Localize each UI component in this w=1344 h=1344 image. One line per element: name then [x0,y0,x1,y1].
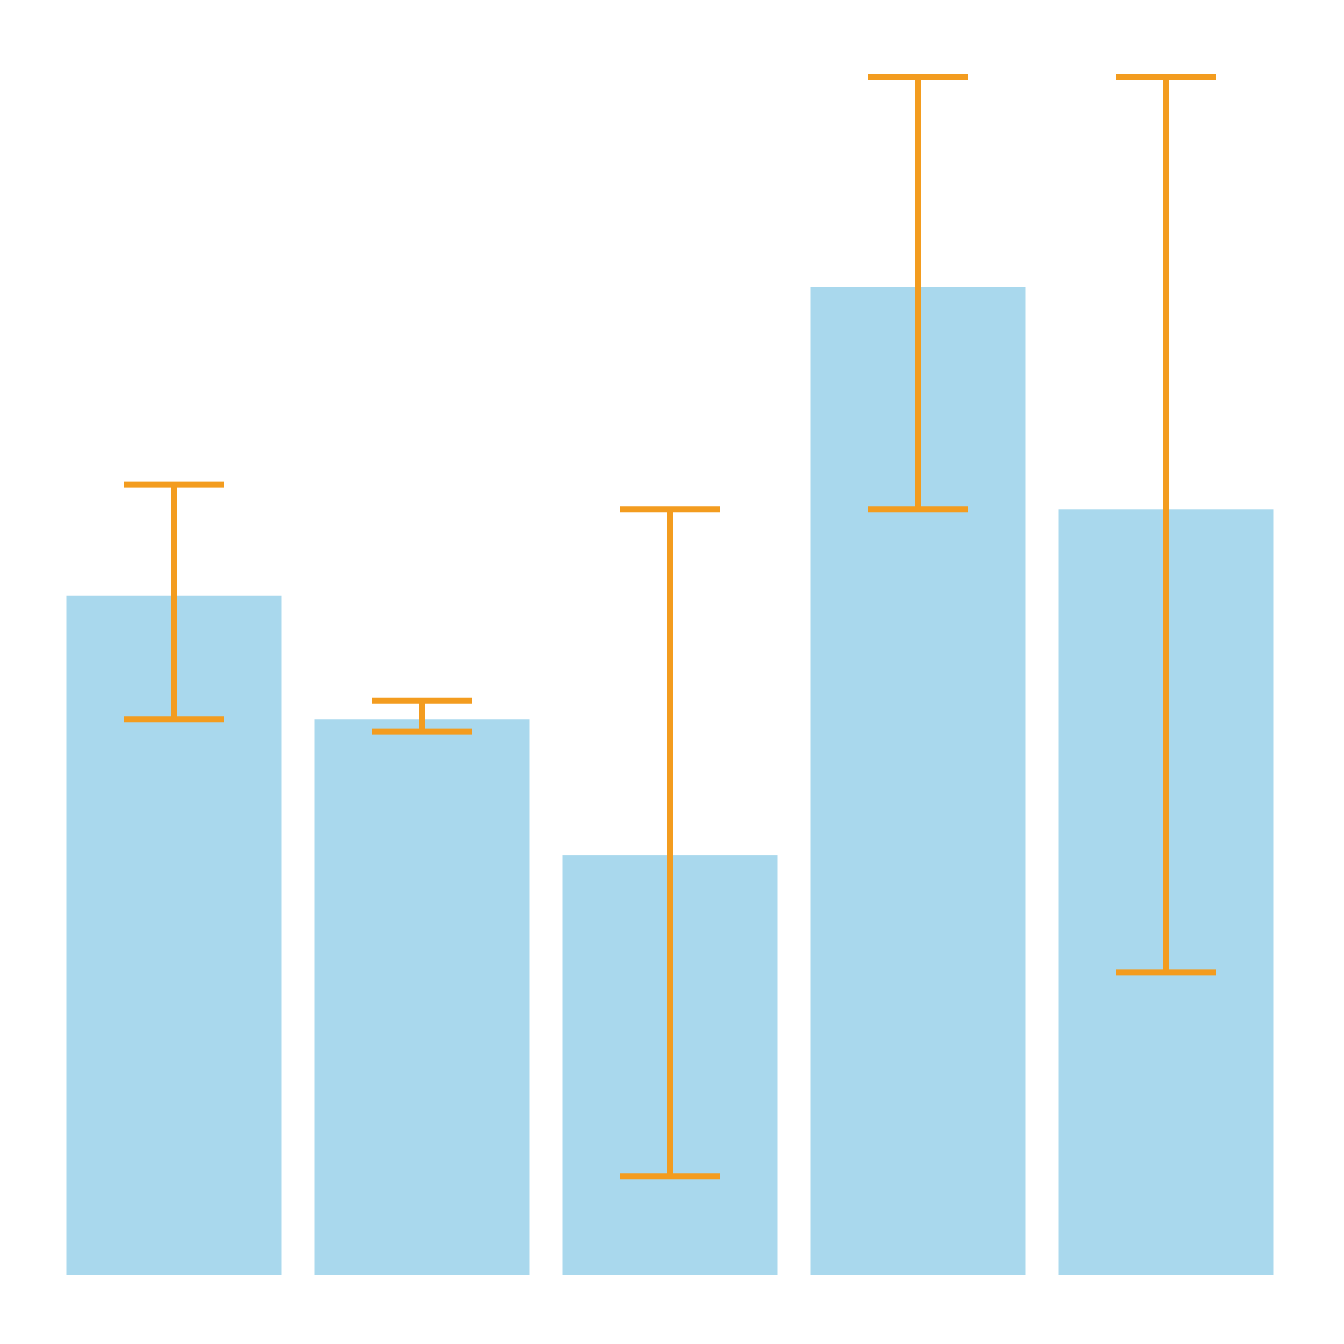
bar-1 [315,719,530,1275]
chart-svg [0,0,1344,1344]
bar-chart-with-error-bars [0,0,1344,1344]
